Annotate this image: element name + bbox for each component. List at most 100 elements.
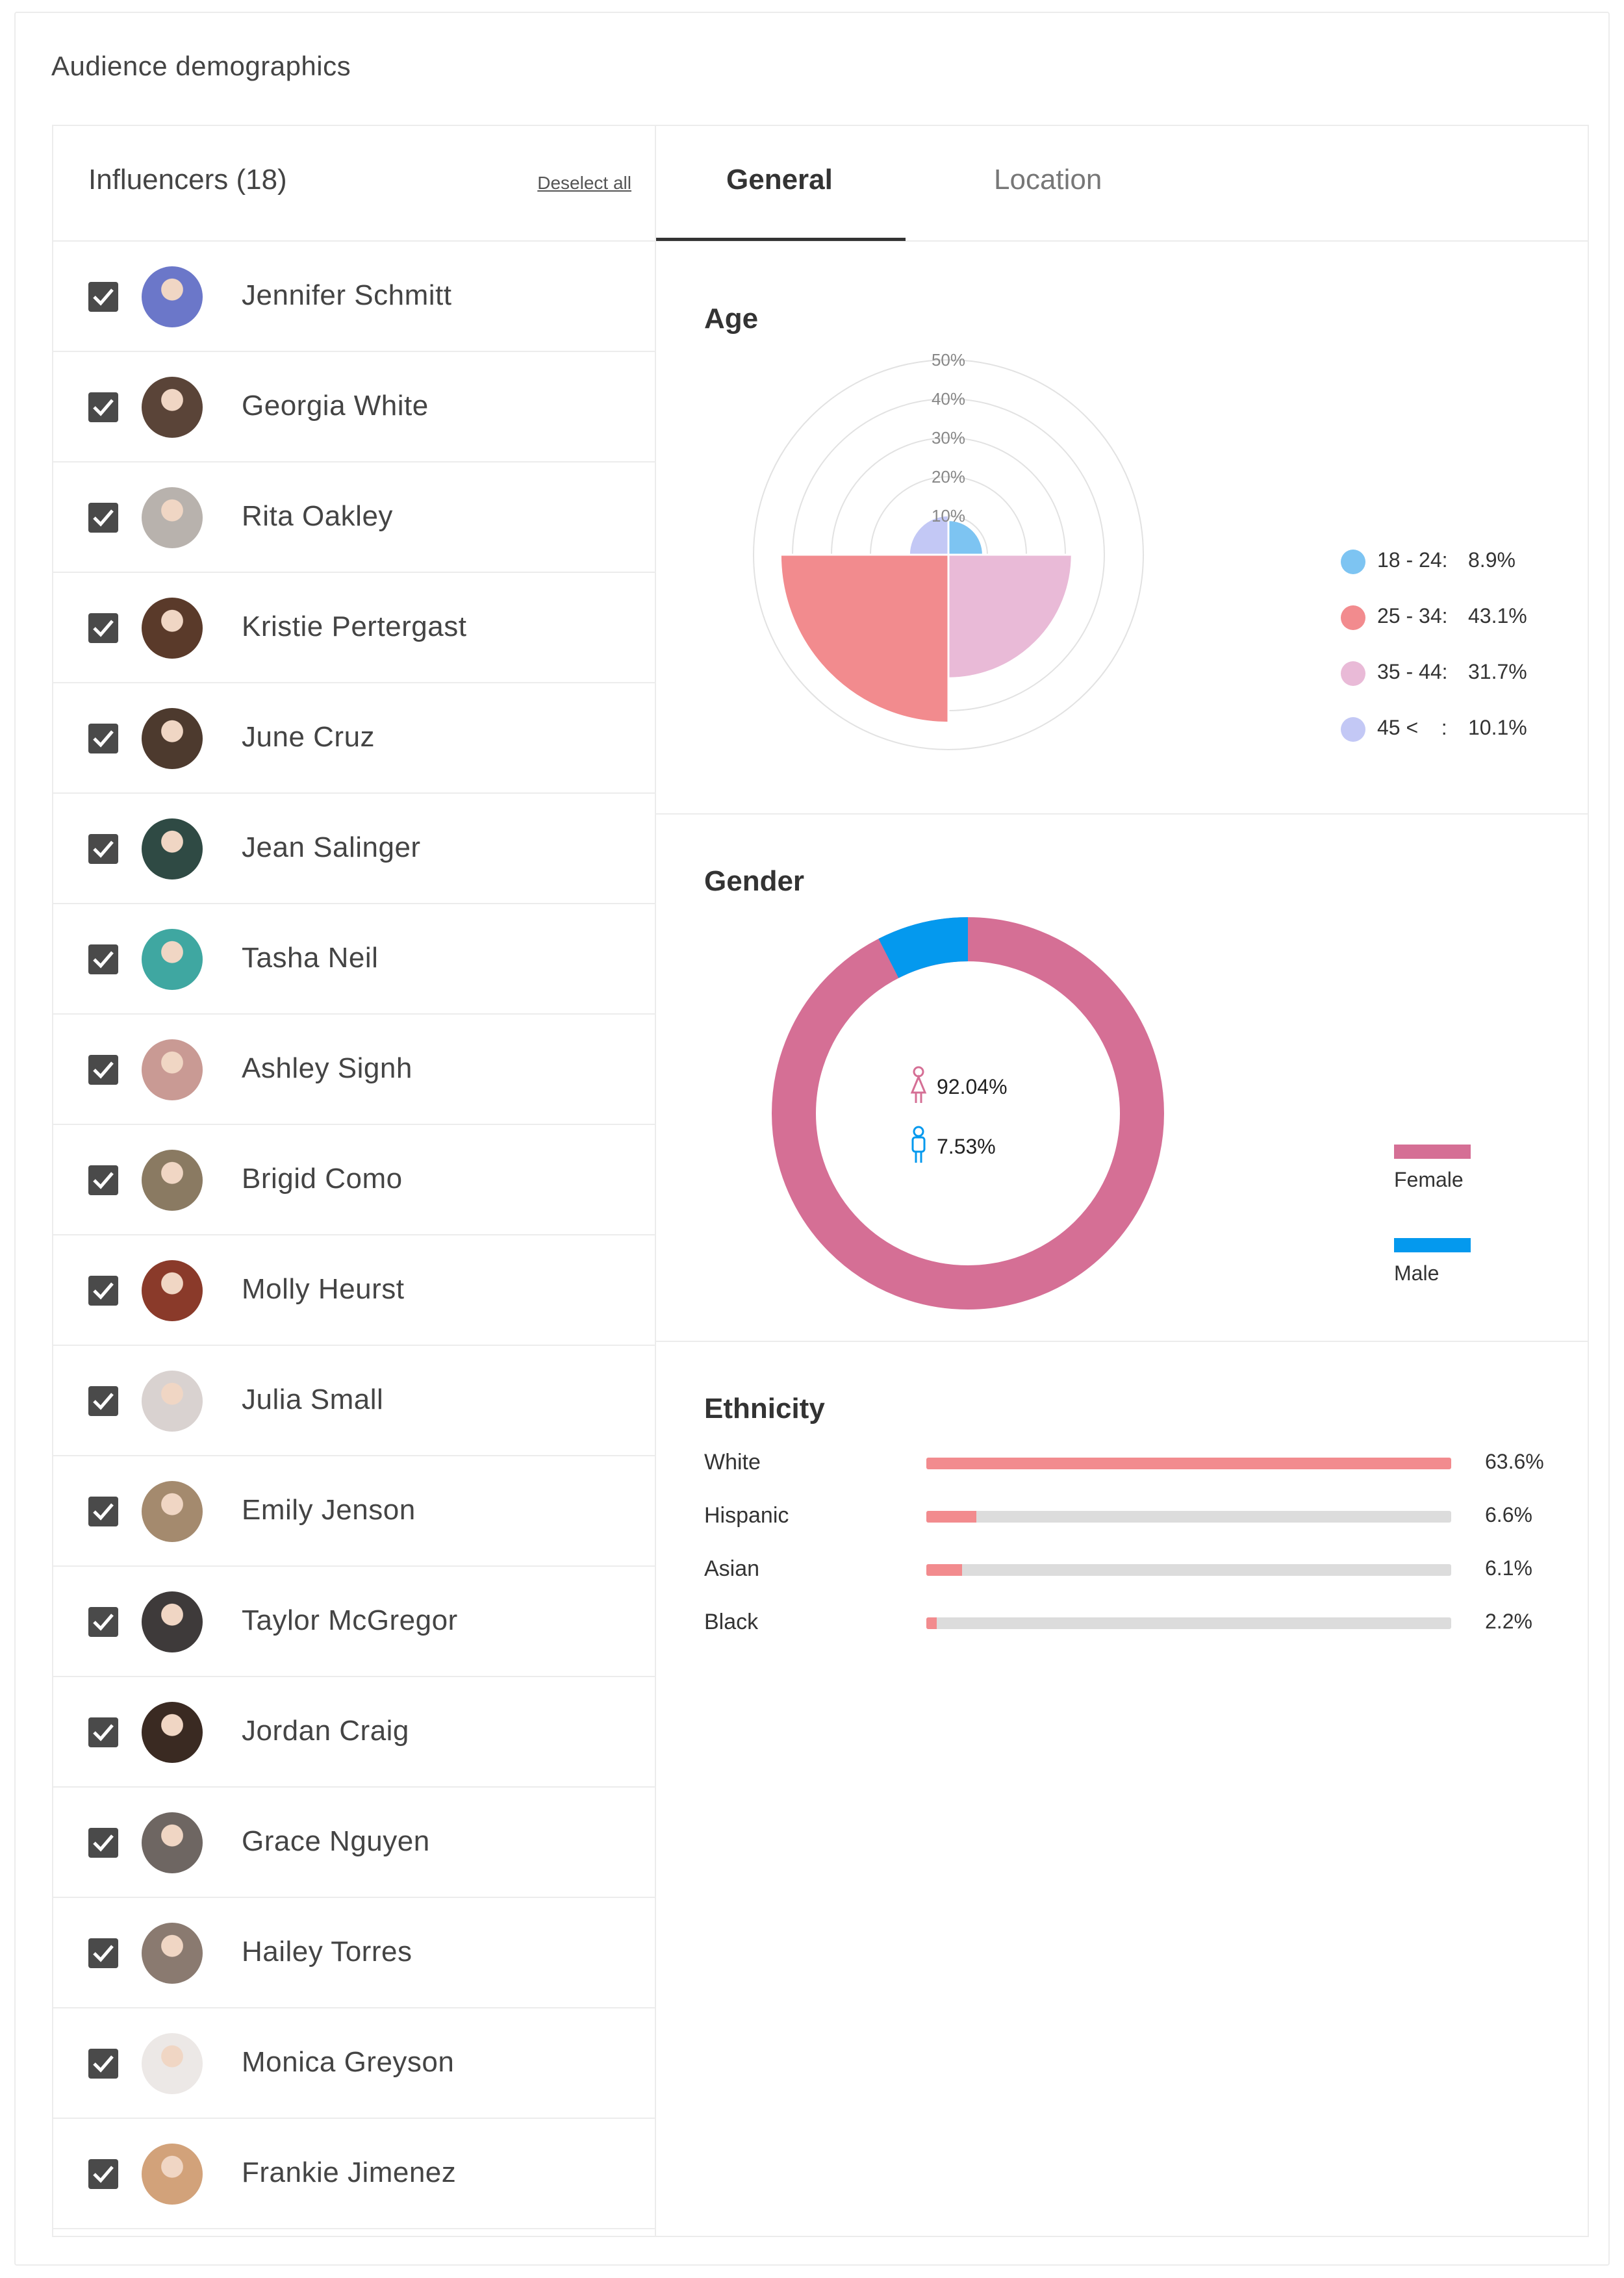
influencer-row[interactable]: Georgia White bbox=[53, 352, 655, 462]
avatar bbox=[142, 1812, 203, 1873]
deselect-all-link[interactable]: Deselect all bbox=[537, 173, 631, 193]
age-grid-ring bbox=[753, 359, 1144, 750]
check-icon bbox=[93, 2055, 114, 2073]
ethnicity-label: Hispanic bbox=[704, 1503, 789, 1528]
influencer-row[interactable]: Jean Salinger bbox=[53, 794, 655, 904]
influencer-name: Molly Heurst bbox=[242, 1273, 405, 1305]
influencer-row[interactable]: Hailey Torres bbox=[53, 1898, 655, 2008]
check-icon bbox=[93, 2166, 114, 2183]
influencer-name: Georgia White bbox=[242, 390, 429, 422]
influencer-row[interactable]: June Cruz bbox=[53, 683, 655, 794]
age-legend-range: 45 < : bbox=[1377, 716, 1447, 739]
influencer-name: Jean Salinger bbox=[242, 831, 421, 863]
ethnicity-bar-track bbox=[926, 1458, 1451, 1469]
age-legend-value: 8.9% bbox=[1468, 548, 1516, 572]
influencer-checkbox[interactable] bbox=[88, 1717, 118, 1747]
avatar bbox=[142, 1150, 203, 1211]
gender-section-title: Gender bbox=[704, 865, 805, 897]
ethnicity-value: 2.2% bbox=[1485, 1610, 1532, 1633]
influencer-row[interactable]: Frankie Jimenez bbox=[53, 2119, 655, 2229]
age-polar-chart: 50% 40% 30% 20% 10% bbox=[753, 350, 1144, 750]
avatar bbox=[142, 1371, 203, 1432]
tab-general[interactable]: General bbox=[726, 164, 833, 196]
check-icon bbox=[93, 841, 114, 858]
age-slice[interactable] bbox=[779, 553, 950, 724]
influencer-row[interactable]: Tasha Neil bbox=[53, 904, 655, 1015]
influencer-row[interactable]: Julia Small bbox=[53, 1346, 655, 1456]
age-legend-dot bbox=[1341, 605, 1365, 630]
check-icon bbox=[93, 951, 114, 968]
influencer-checkbox[interactable] bbox=[88, 724, 118, 753]
influencer-name: Ashley Signh bbox=[242, 1052, 412, 1084]
influencer-checkbox[interactable] bbox=[88, 834, 118, 864]
influencer-row[interactable]: Emily Jenson bbox=[53, 1456, 655, 1567]
age-ring-label: 10% bbox=[932, 506, 965, 525]
influencer-row[interactable]: Ashley Signh bbox=[53, 1015, 655, 1125]
influencer-checkbox[interactable] bbox=[88, 1055, 118, 1085]
age-legend-dot bbox=[1341, 661, 1365, 686]
check-icon bbox=[93, 1834, 114, 1852]
influencer-row[interactable]: Grace Nguyen bbox=[53, 1788, 655, 1898]
age-legend-value: 43.1% bbox=[1468, 604, 1527, 627]
influencer-checkbox[interactable] bbox=[88, 1607, 118, 1637]
influencer-checkbox[interactable] bbox=[88, 613, 118, 643]
influencer-checkbox[interactable] bbox=[88, 392, 118, 422]
age-section-title: Age bbox=[704, 303, 759, 335]
avatar bbox=[142, 1591, 203, 1652]
tab-bar: General Location bbox=[656, 126, 1589, 242]
avatar bbox=[142, 1260, 203, 1321]
ethnicity-bar-fill bbox=[926, 1511, 976, 1523]
influencers-count-title: Influencers (18) bbox=[88, 164, 287, 196]
check-icon bbox=[93, 1503, 114, 1521]
influencer-checkbox[interactable] bbox=[88, 1828, 118, 1858]
female-arc bbox=[772, 917, 1164, 1310]
ethnicity-bar-fill bbox=[926, 1617, 937, 1629]
check-icon bbox=[93, 1724, 114, 1741]
male-legend-swatch bbox=[1394, 1238, 1471, 1252]
influencer-name: Kristie Pertergast bbox=[242, 611, 467, 642]
influencer-row[interactable]: Brigid Como bbox=[53, 1125, 655, 1235]
influencer-checkbox[interactable] bbox=[88, 1165, 118, 1195]
age-legend-dot bbox=[1341, 550, 1365, 574]
influencer-checkbox[interactable] bbox=[88, 1276, 118, 1306]
avatar bbox=[142, 487, 203, 548]
influencer-row[interactable]: Monica Greyson bbox=[53, 2008, 655, 2119]
influencer-checkbox[interactable] bbox=[88, 1497, 118, 1526]
influencer-checkbox[interactable] bbox=[88, 1386, 118, 1416]
age-slice[interactable] bbox=[947, 553, 1073, 679]
check-icon bbox=[93, 288, 114, 306]
ethnicity-bar-fill bbox=[926, 1458, 1451, 1469]
age-slice[interactable] bbox=[947, 519, 984, 556]
tab-location[interactable]: Location bbox=[994, 164, 1102, 196]
influencer-checkbox[interactable] bbox=[88, 282, 118, 312]
age-legend-range: 35 - 44: bbox=[1377, 660, 1448, 683]
influencers-header: Influencers (18) Deselect all bbox=[53, 126, 655, 242]
influencer-checkbox[interactable] bbox=[88, 503, 118, 533]
influencer-row[interactable]: Taylor McGregor bbox=[53, 1567, 655, 1677]
ethnicity-value: 6.6% bbox=[1485, 1503, 1532, 1526]
influencer-row[interactable]: Kristie Pertergast bbox=[53, 573, 655, 683]
ethnicity-value: 6.1% bbox=[1485, 1556, 1532, 1580]
influencer-row[interactable]: Jordan Craig bbox=[53, 1677, 655, 1788]
influencer-row[interactable]: Molly Heurst bbox=[53, 1235, 655, 1346]
page-title: Audience demographics bbox=[51, 51, 351, 81]
check-icon bbox=[93, 1172, 114, 1189]
avatar bbox=[142, 818, 203, 880]
female-legend-swatch bbox=[1394, 1145, 1471, 1159]
influencer-checkbox[interactable] bbox=[88, 2159, 118, 2189]
avatar bbox=[142, 2144, 203, 2205]
age-ring-label: 20% bbox=[932, 467, 965, 487]
check-icon bbox=[93, 1061, 114, 1079]
influencer-checkbox[interactable] bbox=[88, 1938, 118, 1968]
influencer-row[interactable]: Rita Oakley bbox=[53, 462, 655, 573]
avatar bbox=[142, 2033, 203, 2094]
influencer-name: Tasha Neil bbox=[242, 942, 379, 974]
avatar bbox=[142, 1039, 203, 1100]
influencer-name: Taylor McGregor bbox=[242, 1604, 458, 1636]
influencer-row[interactable]: Jennifer Schmitt bbox=[53, 242, 655, 352]
influencer-checkbox[interactable] bbox=[88, 944, 118, 974]
age-slice[interactable] bbox=[907, 514, 950, 556]
influencer-checkbox[interactable] bbox=[88, 2049, 118, 2079]
avatar bbox=[142, 1702, 203, 1763]
check-icon bbox=[93, 1614, 114, 1631]
